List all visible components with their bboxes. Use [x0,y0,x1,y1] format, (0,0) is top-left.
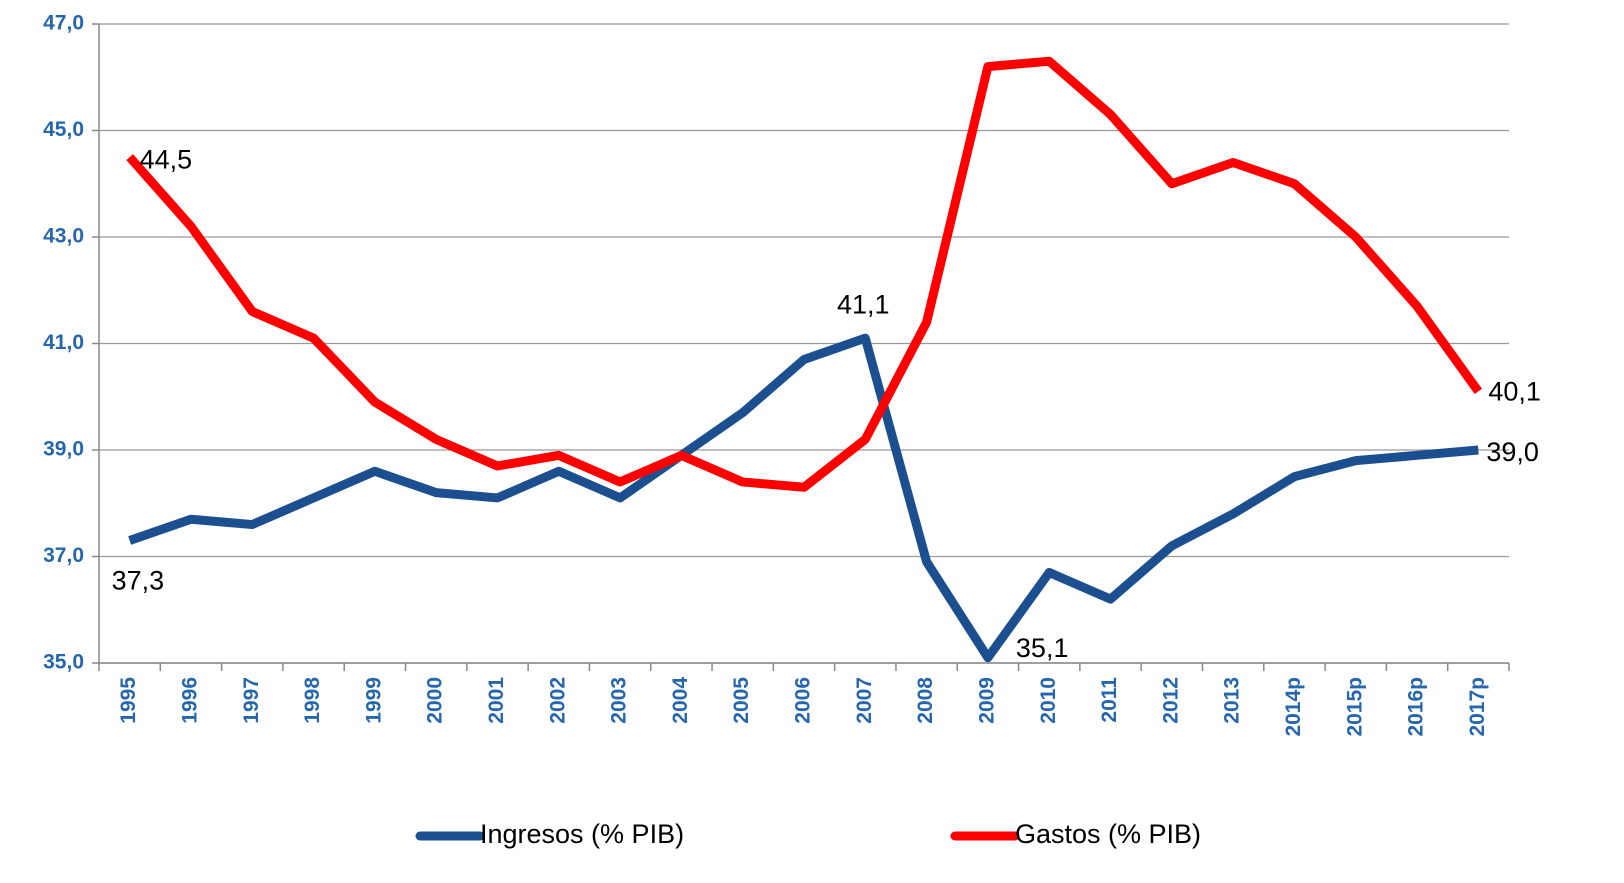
x-tick-label: 2003 [608,677,631,724]
y-tick-label: 39,0 [43,438,84,461]
x-tick-label: 2015p [1343,677,1366,737]
x-tick-label: 2011 [1098,677,1121,723]
x-tick-label: 1999 [362,677,385,724]
x-tick-label: 2008 [914,677,937,724]
data-label: 41,1 [837,289,890,319]
y-tick-label: 41,0 [43,331,84,354]
x-tick-label: 1998 [301,677,324,724]
x-tick-label: 2014p [1282,677,1305,737]
x-tick-label: 2016p [1405,677,1428,737]
x-tick-label: 1996 [179,677,202,724]
y-tick-label: 35,0 [43,651,84,674]
data-label: 35,1 [1016,633,1069,663]
y-tick-label: 43,0 [43,225,84,248]
data-label: 37,3 [112,566,165,596]
x-tick-label: 1997 [240,677,263,724]
x-tick-label: 2002 [546,677,569,724]
x-tick-label: 2012 [1159,677,1182,724]
y-tick-label: 47,0 [43,12,84,35]
x-tick-label: 1995 [117,677,140,724]
x-tick-label: 2007 [853,677,876,724]
data-label: 39,0 [1486,437,1539,467]
x-tick-label: 2001 [485,677,508,724]
x-tick-label: 2004 [669,677,692,724]
data-label: 44,5 [140,144,193,174]
x-tick-label: 2005 [730,677,753,724]
y-tick-label: 37,0 [43,544,84,567]
y-tick-label: 45,0 [43,118,84,141]
grid [99,23,1509,664]
x-tick-label: 2010 [1037,677,1060,724]
x-tick-label: 2017p [1466,677,1489,737]
legend-label: Gastos (% PIB) [1015,819,1201,849]
x-tick-label: 2000 [424,677,447,724]
x-tick-label: 2009 [975,677,998,724]
x-tick-label: 2013 [1221,677,1244,724]
series-line [126,56,1483,492]
data-label: 40,1 [1488,377,1541,407]
x-tick-label: 2006 [792,677,815,724]
legend-label: Ingresos (% PIB) [480,819,684,849]
series-line [128,333,1479,663]
